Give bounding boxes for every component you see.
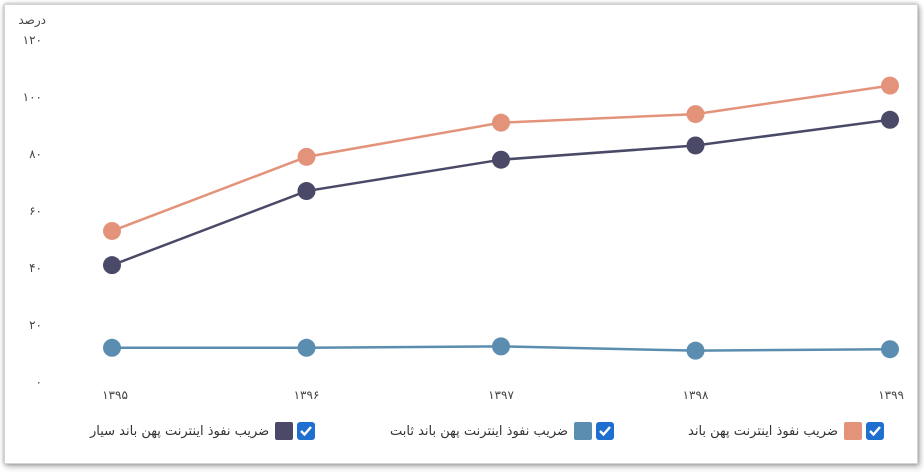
data-point[interactable] [297,147,316,166]
legend-swatch [843,422,862,440]
x-tick-label: ۱۳۹۸ [683,388,709,402]
legend-label: ضریب نفوذ اینترنت پهن باند سیار [90,423,270,439]
data-point[interactable] [492,150,510,169]
x-tick-label: ۱۳۹۹ [878,388,904,402]
checkbox-icon[interactable] [297,422,316,440]
data-point[interactable] [686,105,705,124]
data-point[interactable] [881,76,899,95]
x-tick-label: ۱۳۹۶ [294,388,320,402]
series-line-1 [111,118,891,267]
y-tick-label: ۶۰ [29,204,42,218]
data-point[interactable] [103,338,121,357]
data-point[interactable] [686,341,705,360]
data-point[interactable] [492,113,510,132]
legend-item-mobile[interactable]: ضریب نفوذ اینترنت پهن باند سیار [90,418,316,444]
legend-label: ضریب نفوذ اینترنت پهن باند ثابت [390,423,569,439]
data-point[interactable] [297,338,316,357]
legend-item-fixed[interactable]: ضریب نفوذ اینترنت پهن باند ثابت [390,418,615,444]
y-tick-label: ۴۰ [29,261,42,275]
legend-swatch [275,422,294,440]
y-tick-label: ۰ [36,375,42,389]
x-tick-label: ۱۳۹۷ [488,388,514,402]
legend-label: ضریب نفوذ اینترنت پهن باند [688,423,838,439]
legend-swatch [574,422,593,440]
y-tick-label: ۸۰ [29,147,42,161]
data-point[interactable] [881,340,899,359]
y-tick-label: ۱۰۰ [23,90,42,104]
data-point[interactable] [103,221,121,240]
y-tick-label: ۲۰ [29,318,42,332]
data-point[interactable] [686,136,705,155]
data-point[interactable] [881,110,899,129]
x-tick-label: ۱۳۹۵ [102,388,128,402]
data-point[interactable] [492,337,510,356]
data-point[interactable] [103,256,121,275]
legend-item-broadband[interactable]: ضریب نفوذ اینترنت پهن باند [688,418,884,444]
data-point[interactable] [297,182,316,201]
chart-frame [4,4,918,464]
y-axis-label: درصد [18,13,46,28]
y-tick-label: ۱۲۰ [23,33,42,47]
checkbox-icon[interactable] [865,422,884,440]
checkbox-icon[interactable] [596,422,615,440]
